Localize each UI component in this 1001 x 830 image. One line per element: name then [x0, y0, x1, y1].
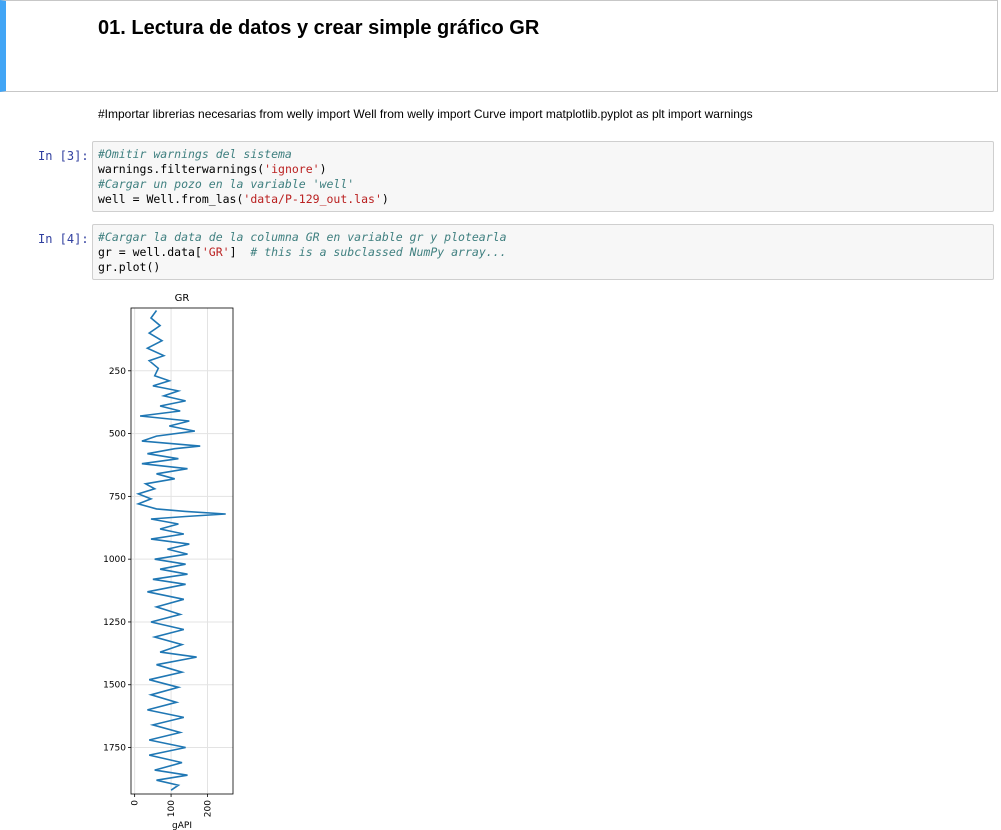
code-line: gr = well.data['GR'] # this is a subclas…	[98, 245, 993, 260]
y-tick-label: 250	[109, 367, 126, 377]
code-token: )	[319, 162, 327, 176]
code-token: )	[381, 192, 389, 206]
y-tick-label: 1000	[103, 555, 126, 565]
code-token: # this is a subclassed NumPy array...	[250, 245, 507, 259]
code-token: ]	[229, 245, 251, 259]
x-axis-ticks: 0 100 200	[131, 794, 214, 817]
gr-plot-output: GR 250 500 750 1000 1250 1500 1750 0 100 200 gAP…	[103, 293, 234, 830]
code-line: #Cargar la data de la columna GR en vari…	[98, 230, 993, 245]
markdown-text: #Importar librerias necesarias from well…	[98, 107, 753, 121]
code-token: #Cargar la data de la columna GR en vari…	[98, 230, 507, 244]
code-line: #Omitir warnings del sistema	[98, 147, 993, 162]
x-tick-label: 200	[204, 800, 214, 817]
markdown-cell[interactable]: 01. Lectura de datos y crear simple gráf…	[0, 0, 998, 92]
code-token: 'data/P-129_out.las'	[243, 192, 382, 206]
code-line: gr.plot()	[98, 260, 993, 275]
plot-frame	[130, 307, 234, 795]
y-axis-ticks: 250 500 750 1000 1250 1500 1750	[103, 367, 131, 754]
cell-prompt-in-4: In [4]:	[38, 232, 89, 246]
notebook-heading: 01. Lectura de datos y crear simple gráf…	[98, 17, 540, 39]
code-line: #Cargar un pozo en la variable 'well'	[98, 177, 993, 192]
code-line: well = Well.from_las('data/P-129_out.las…	[98, 192, 993, 207]
code-token: #Cargar un pozo en la variable 'well'	[98, 177, 355, 191]
gr-series-line	[135, 310, 226, 791]
code-token: warnings.filterwarnings(	[98, 162, 265, 176]
cell-prompt-in-3: In [3]:	[38, 149, 89, 163]
code-cell-in-4[interactable]: #Cargar la data de la columna GR en vari…	[92, 224, 994, 280]
code-token: #Omitir warnings del sistema	[98, 147, 292, 161]
code-token: well = Well.from_las(	[98, 192, 244, 206]
plot-title: GR	[175, 293, 190, 304]
code-token: 'GR'	[201, 245, 230, 259]
y-tick-label: 1500	[103, 681, 126, 691]
y-tick-label: 1250	[103, 618, 126, 628]
x-tick-label: 100	[167, 800, 177, 817]
code-token: 'ignore'	[264, 162, 320, 176]
code-token: gr = well.data[	[98, 245, 202, 259]
code-cell-in-3[interactable]: #Omitir warnings del sistema warnings.fil…	[92, 141, 994, 212]
plot-grid	[131, 308, 233, 794]
y-tick-label: 1750	[103, 744, 126, 754]
x-axis-label: gAPI	[172, 821, 192, 830]
code-line: warnings.filterwarnings('ignore')	[98, 162, 993, 177]
x-tick-label: 0	[131, 800, 141, 806]
code-token: gr.plot()	[98, 260, 161, 274]
y-tick-label: 500	[109, 430, 126, 440]
y-tick-label: 750	[109, 492, 126, 502]
